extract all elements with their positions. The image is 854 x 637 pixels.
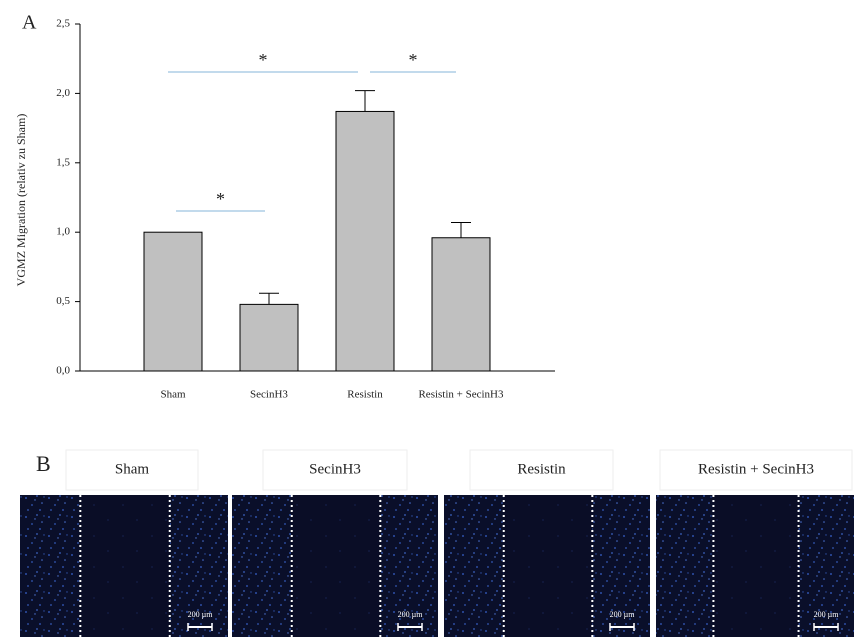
panel-label: B — [36, 451, 51, 476]
bar — [432, 238, 490, 371]
y-tick-label: 1,5 — [56, 156, 70, 168]
panel-label: A — [22, 12, 37, 34]
wound-gap — [80, 495, 169, 637]
bar — [240, 304, 298, 371]
scale-bar-label: 200 µm — [398, 610, 424, 619]
scale-bar-label: 200 µm — [610, 610, 636, 619]
bar — [336, 111, 394, 371]
image-title: Sham — [115, 461, 150, 477]
y-tick-label: 1,0 — [56, 226, 70, 238]
figure: A VGMZ Migration (relativ zu Sham) B 0,0… — [0, 0, 854, 637]
image-title: Resistin — [517, 461, 566, 477]
x-tick-label: Resistin — [347, 389, 383, 401]
image-title: Resistin + SecinH3 — [698, 461, 814, 477]
y-tick-label: 2,5 — [56, 18, 70, 30]
y-axis-label: VGMZ Migration (relativ zu Sham) — [14, 114, 28, 287]
significance-label: * — [259, 50, 268, 70]
scale-bar-label: 200 µm — [188, 610, 214, 619]
wound-gap — [292, 495, 381, 637]
y-tick-label: 0,0 — [56, 365, 70, 377]
y-tick-label: 0,5 — [56, 295, 70, 307]
image-title: SecinH3 — [309, 461, 361, 477]
x-tick-label: Resistin + SecinH3 — [418, 389, 504, 401]
wound-gap — [713, 495, 798, 637]
x-tick-label: Sham — [160, 389, 186, 401]
scale-bar-label: 200 µm — [814, 610, 840, 619]
x-tick-label: SecinH3 — [250, 389, 288, 401]
y-tick-label: 2,0 — [56, 87, 70, 99]
significance-label: * — [409, 50, 418, 70]
wound-gap — [504, 495, 593, 637]
significance-label: * — [216, 189, 225, 209]
bar — [144, 232, 202, 371]
